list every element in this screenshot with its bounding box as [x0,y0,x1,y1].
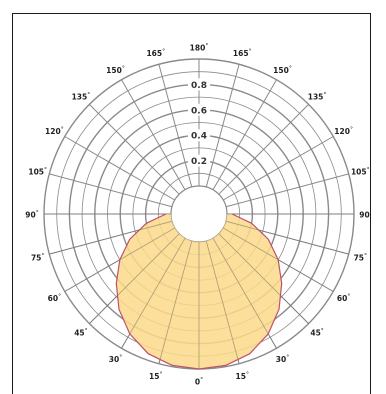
degree-symbol: ° [323,91,326,98]
degree-symbol: ° [36,210,39,217]
radial-tick-label: 0.2 [191,157,207,167]
angle-label: 45° [310,328,323,338]
angle-label: 165° [146,48,165,58]
degree-symbol: ° [119,354,122,361]
degree-symbol: ° [61,126,64,133]
degree-symbol: ° [58,293,61,300]
degree-symbol: ° [321,328,324,335]
angle-label: 135° [72,91,91,101]
degree-symbol: ° [159,371,162,378]
angle-label: 105° [351,166,370,176]
degree-symbol: ° [364,253,367,260]
radial-label-bg [188,78,210,91]
angle-label: 15° [236,371,249,381]
degree-symbol: ° [44,166,47,173]
grid-spoke-overlay [223,227,334,292]
angle-label: 105° [28,166,47,176]
radial-tick-label: 0.8 [191,81,207,91]
degree-symbol: ° [162,48,165,55]
degree-symbol: ° [85,328,88,335]
radial-label-bg [188,154,210,167]
angle-label: 180° [190,43,209,53]
angle-label: 150° [106,65,125,75]
angle-label: 165° [233,48,252,58]
angle-label: 90° [25,210,38,220]
degree-symbol: ° [122,65,125,72]
degree-symbol: ° [350,126,353,133]
grid-spoke-overlay [158,240,193,364]
angle-label: 0° [195,377,203,387]
angle-label: 135° [308,91,327,101]
series-layer [44,213,354,370]
angle-label: 15° [149,371,162,381]
degree-symbol: ° [347,293,350,300]
degree-symbol: ° [246,371,249,378]
polar-chart: 0.2 0.4 0.6 0.8 0° 15° 15° 30° 30° 45° 45° 60° 60° 7… [25,43,370,387]
degree-symbol: ° [289,65,292,72]
degree-symbol: ° [41,253,44,260]
degree-symbol: ° [200,377,203,384]
angle-label: 45° [74,328,87,338]
radial-label-bg [188,103,210,116]
grid-spoke-overlay [205,240,240,364]
angle-label: 60° [337,293,350,303]
radial-tick-label: 0.6 [191,106,207,116]
grid-center-ring [170,185,228,243]
degree-symbol: ° [205,43,208,50]
angle-label: 30° [109,354,122,364]
radial-tick-label: 0.4 [191,132,207,142]
grid-spoke-overlay [64,227,175,292]
grid-spoke-overlay [218,233,309,324]
degree-symbol: ° [286,354,289,361]
figure-frame: 0.2 0.4 0.6 0.8 0° 15° 15° 30° 30° 45° 45° 60° 60° 7… [12,13,371,394]
grid-spoke-overlay [89,233,180,324]
angle-labels: 0° 15° 15° 30° 30° 45° 45° 60° 60° 75° 75° 90° 90° 10… [25,43,370,387]
angle-label: 90° [359,210,370,220]
angle-label: 150° [273,65,292,75]
angle-label: 75° [31,253,44,263]
grid-spoke-overlay [121,238,186,349]
angle-label: 75° [354,253,367,263]
grid-spoke-overlay [212,238,277,349]
grid-spoke-overlay [49,220,173,255]
angle-label: 120° [45,126,64,136]
degree-symbol: ° [249,48,252,55]
grid-spoke-overlay [225,220,349,255]
angle-label: 120° [334,126,353,136]
degree-symbol: ° [367,166,370,173]
radial-tick-labels: 0.2 0.4 0.6 0.8 [188,78,210,167]
radial-label-bg [188,129,210,142]
angle-label: 30° [276,354,289,364]
degree-symbol: ° [87,91,90,98]
angle-label: 60° [48,293,61,303]
